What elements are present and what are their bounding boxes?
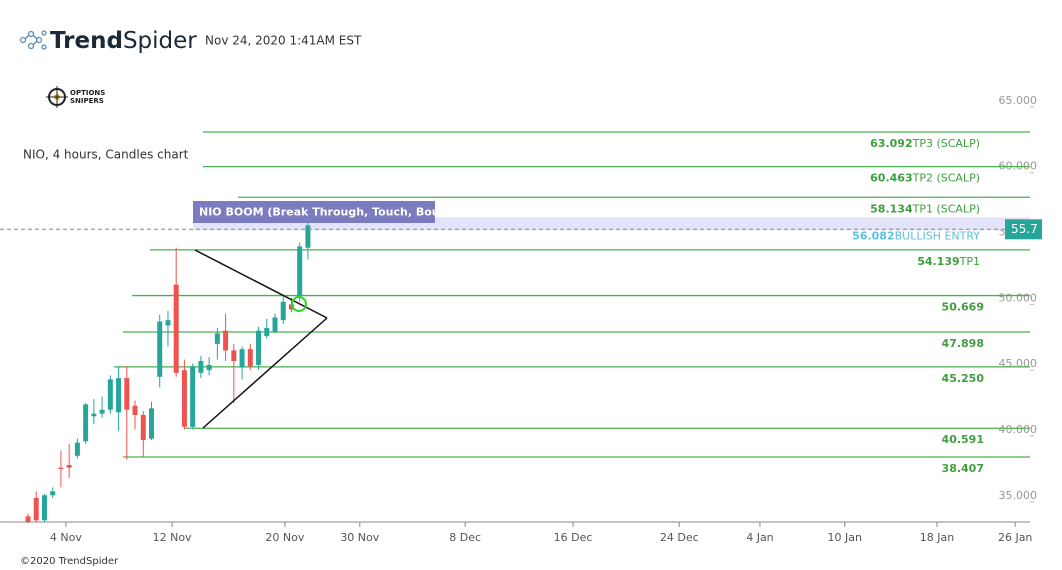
annotation: NIO BOOM (Break Through, Touch, Bounce): [199, 206, 466, 219]
candle-body: [297, 246, 303, 296]
candle-body: [190, 366, 196, 427]
candle-body: [256, 330, 262, 365]
candle-body: [83, 404, 89, 442]
x-tick-label: 24 Dec: [660, 531, 699, 544]
x-tick-label: 30 Nov: [340, 531, 379, 544]
candle-body: [181, 370, 187, 427]
candle-body: [132, 405, 138, 415]
overlay: NIO BOOM (Break Through, Touch, Bounce) 5…: [0, 201, 1042, 240]
watermark: OPTIONS: [70, 89, 105, 97]
trend-line: [202, 317, 328, 429]
candle-body: [50, 491, 56, 496]
candle-body: [116, 378, 122, 413]
y-tick-label: 45.000: [999, 357, 1038, 370]
candles: [25, 222, 311, 523]
candle-body: [280, 301, 286, 321]
level-value: 47.898: [942, 337, 984, 350]
x-tick-label: 20 Nov: [265, 531, 304, 544]
level-value: 45.250: [942, 372, 985, 385]
y-tick-label: 65.000: [999, 94, 1038, 107]
level-label: 45.250: [942, 372, 985, 385]
candle-body: [173, 284, 179, 373]
level-value: 50.669: [942, 301, 984, 314]
x-tick-label: 4 Nov: [50, 531, 82, 544]
candle-body: [74, 442, 80, 456]
candle-body: [165, 320, 171, 326]
x-tick-label: 12 Nov: [153, 531, 192, 544]
candle-body: [198, 360, 204, 373]
candle-body: [264, 328, 270, 336]
level-label: 54.139TP1: [917, 255, 980, 268]
candle-body: [148, 408, 154, 439]
candle-body: [288, 304, 294, 310]
candle-body: [206, 364, 212, 371]
level-value: 56.082: [852, 229, 894, 242]
level-value: 54.139: [917, 255, 959, 268]
last-price-label: 55.7: [1011, 222, 1038, 236]
last-price-box: [1005, 219, 1042, 240]
x-tick-label: 18 Jan: [920, 531, 954, 544]
candle-body: [223, 330, 229, 351]
candle-body: [99, 409, 105, 414]
timestamp: Nov 24, 2020 1:41AM EST: [205, 34, 362, 48]
chart-title: NIO, 4 hours, Candles chart: [23, 148, 189, 162]
candle-body: [239, 349, 245, 368]
levels: 35.00040.00045.00050.00055.00060.00065.0…: [50, 94, 1037, 544]
level-label: 60.463TP2 (SCALP): [870, 172, 980, 185]
level-label: 63.092TP3 (SCALP): [870, 137, 980, 150]
candle-body: [231, 350, 237, 361]
level-name: BULLISH ENTRY: [895, 229, 981, 242]
drawings: [194, 249, 328, 429]
trend-line: [194, 249, 328, 319]
candle-body: [305, 225, 311, 248]
level-value: 58.134: [870, 202, 913, 215]
y-tick-label: 35.000: [999, 489, 1038, 502]
watermark: SNIPERS: [70, 97, 104, 105]
y-tick-label: 50.000: [999, 291, 1038, 304]
candle-body: [214, 333, 220, 344]
candle-body: [157, 321, 163, 377]
brand-light: Spider: [123, 28, 197, 54]
candle-body: [107, 379, 113, 410]
level-name: TP1 (SCALP): [912, 202, 980, 215]
level-name: TP3 (SCALP): [912, 137, 980, 150]
watermark-icon: [46, 86, 68, 108]
level-label: 40.591: [942, 433, 984, 446]
candle-body: [41, 495, 47, 521]
brand-bold: Trend: [50, 28, 123, 54]
x-tick-label: 10 Jan: [828, 531, 862, 544]
candle-body: [58, 467, 64, 469]
x-tick-label: 16 Dec: [554, 531, 593, 544]
y-tick-label: 40.000: [999, 423, 1038, 436]
candle-body: [272, 317, 278, 333]
x-tick-label: 26 Jan: [998, 531, 1032, 544]
x-tick-label: 4 Jan: [746, 531, 773, 544]
candle-body: [247, 349, 253, 367]
level-value: 63.092: [870, 137, 912, 150]
level-value: 38.407: [942, 462, 984, 475]
level-value: 60.463: [870, 172, 912, 185]
candle-body: [66, 464, 72, 468]
copyright: ©2020 TrendSpider: [20, 556, 119, 567]
level-label: 58.134TP1 (SCALP): [870, 202, 980, 215]
annotation-box: [193, 201, 435, 223]
x-tick-label: 8 Dec: [449, 531, 481, 544]
level-label: 47.898: [942, 337, 984, 350]
level-value: 40.591: [942, 433, 984, 446]
candle-body: [33, 497, 39, 521]
level-label: 38.407: [942, 462, 984, 475]
level-name: TP1: [959, 255, 980, 268]
brand: TrendSpider: [50, 28, 197, 54]
logo-icon: [19, 30, 47, 50]
candle-body: [140, 414, 146, 440]
level-label: 56.082BULLISH ENTRY: [852, 229, 980, 242]
level-name: TP2 (SCALP): [912, 172, 980, 185]
candle-body: [124, 378, 130, 410]
touch-marker: [291, 296, 307, 312]
level-label: 50.669: [942, 301, 984, 314]
candle-body: [25, 516, 31, 522]
candle-body: [91, 413, 97, 417]
